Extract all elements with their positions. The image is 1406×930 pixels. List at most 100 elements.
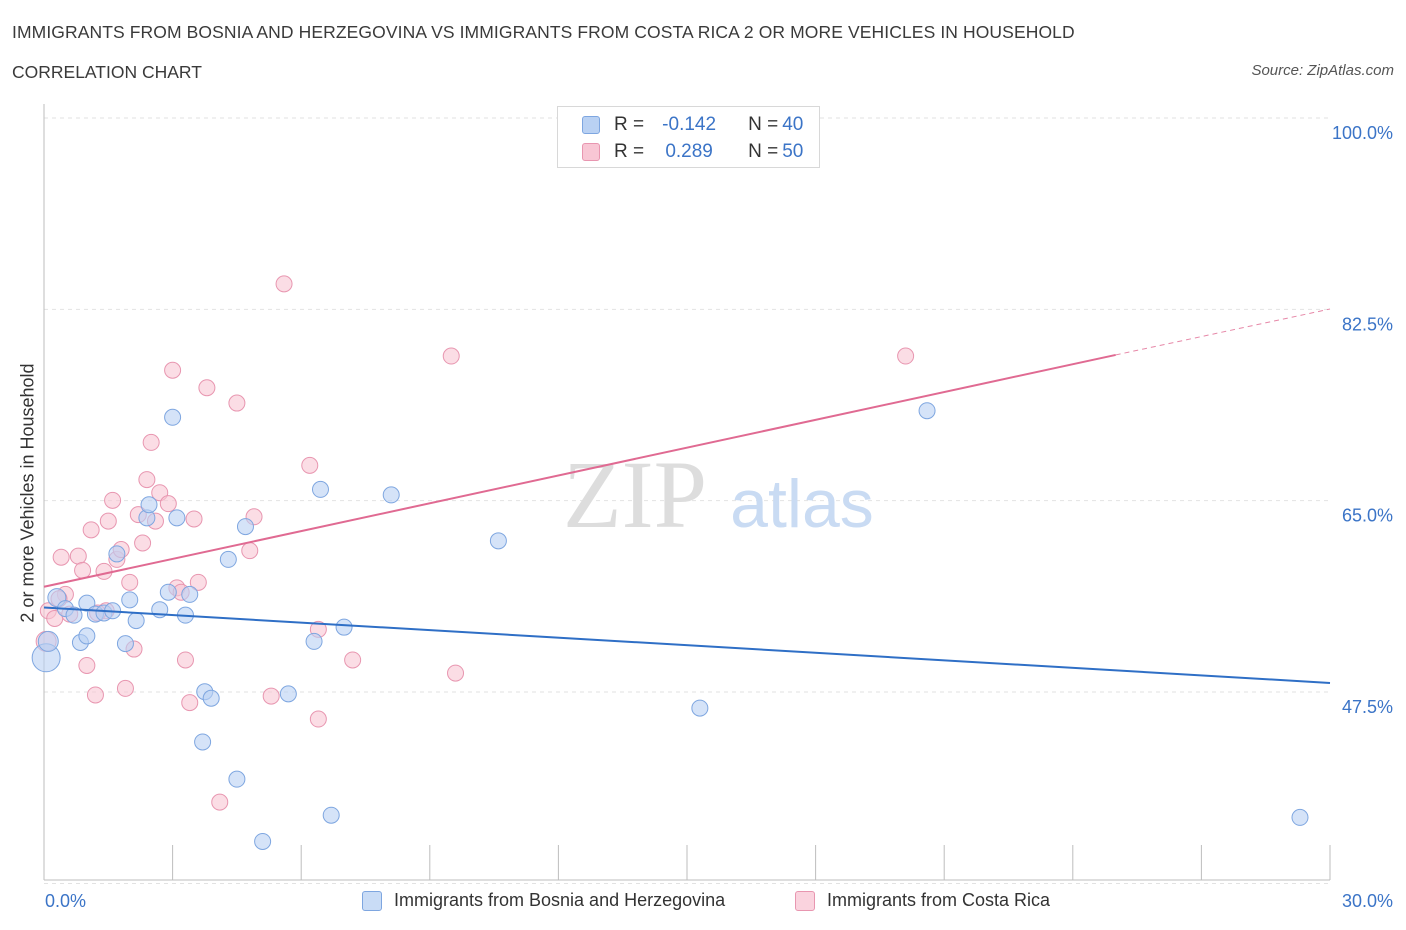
data-point-costa-rica [275,275,293,293]
legend-swatch-costa-rica [582,143,600,161]
data-point-costa-rica [86,686,104,704]
data-point-costa-rica [78,656,96,674]
data-point-costa-rica [176,651,194,669]
series-legend: Immigrants from Bosnia and Herzegovina I… [0,890,1406,914]
data-point-costa-rica [211,793,229,811]
data-point-costa-rica [189,573,207,591]
data-point-costa-rica [134,534,152,552]
data-point-costa-rica [897,347,915,365]
legend-swatch-bosnia [582,116,600,134]
data-point-bosnia [254,832,272,850]
data-point-bosnia [116,635,134,653]
data-point-costa-rica [82,521,100,539]
axes [43,104,1331,881]
data-point-bosnia [489,532,507,550]
data-point-bosnia [322,806,340,824]
legend-label-costa-rica: Immigrants from Costa Rica [827,890,1051,910]
watermark-zip: ZIP [563,441,707,548]
correlation-legend: R = -0.142 N = 40 R = 0.289 N = 50 [557,106,820,168]
data-point-costa-rica [104,491,122,509]
tick-labels: 100.0% 82.5% 65.0% 47.5% 0.0% 30.0% [45,123,1393,911]
data-point-bosnia [335,618,353,636]
chart-subtitle: CORRELATION CHART [12,62,202,82]
legend-n-label: N = [748,114,779,135]
y-tick-label: 47.5% [1342,697,1393,717]
data-point-bosnia [691,699,709,717]
data-point-costa-rica [185,510,203,528]
data-point-bosnia [236,518,254,536]
data-point-bosnia [121,591,139,609]
data-point-bosnia [311,480,329,498]
legend-swatch-costa-rica [795,890,815,911]
data-point-bosnia [305,632,323,650]
legend-r-label: R = [614,114,645,135]
data-point-bosnia [1291,808,1309,826]
data-point-costa-rica [447,664,465,682]
x-tick-label: 0.0% [45,891,86,911]
data-point-bosnia [78,627,96,645]
trend-line-bosnia [43,606,1331,684]
data-point-costa-rica [164,361,182,379]
y-tick-label: 100.0% [1332,123,1393,143]
data-point-costa-rica [309,710,327,728]
data-point-costa-rica [142,433,160,451]
data-point-costa-rica [181,694,199,712]
watermark: ZIP atlas [563,441,874,548]
data-point-bosnia [181,585,199,603]
data-point-costa-rica [344,651,362,669]
legend-item-costa-rica[interactable]: Immigrants from Costa Rica [795,890,1050,911]
data-point-bosnia [65,606,83,624]
data-point-bosnia [108,545,126,563]
data-point-bosnia [140,496,158,514]
x-tick-label: 30.0% [1342,891,1393,911]
legend-item-bosnia[interactable]: Immigrants from Bosnia and Herzegovina [362,890,725,911]
data-point-costa-rica [116,679,134,697]
data-point-costa-rica [138,471,156,489]
data-point-costa-rica [99,512,117,530]
series-costa-rica-points [35,275,915,811]
y-tick-label: 65.0% [1342,506,1393,526]
watermark-atlas: atlas [730,466,874,542]
source-note: Source: ZipAtlas.com [1251,62,1394,79]
legend-r-value: -0.142 [662,114,717,135]
data-point-bosnia [202,689,220,707]
data-point-costa-rica [301,456,319,474]
legend-r-value: 0.289 [665,141,713,162]
data-point-costa-rica [69,547,87,565]
legend-label-bosnia: Immigrants from Bosnia and Herzegovina [394,890,726,910]
data-point-costa-rica [159,495,177,513]
trend-line-costa-rica-extension [1115,308,1331,356]
legend-n-value: 40 [782,114,804,135]
data-point-costa-rica [74,561,92,579]
data-point-costa-rica [228,394,246,412]
y-axis-title: 2 or more Vehicles in Household [17,363,38,623]
data-point-bosnia [159,583,177,601]
data-point-costa-rica [95,562,113,580]
data-point-bosnia [164,408,182,426]
legend-swatch-bosnia [362,890,382,911]
data-point-bosnia [918,402,936,420]
data-point-costa-rica [442,347,460,365]
data-point-bosnia [37,630,59,652]
data-point-costa-rica [198,379,216,397]
data-point-bosnia [168,509,186,527]
legend-n-value: 50 [782,141,804,162]
data-point-costa-rica [52,548,70,566]
legend-row-costa-rica: R = 0.289 N = 50 [582,141,803,163]
data-point-costa-rica [262,687,280,705]
data-point-bosnia [382,486,400,504]
trend-lines [43,308,1331,684]
data-point-costa-rica [241,542,259,560]
data-point-bosnia [219,550,237,568]
legend-n-label: N = [748,141,779,162]
chart-title: IMMIGRANTS FROM BOSNIA AND HERZEGOVINA V… [12,22,1075,42]
data-point-bosnia [194,733,212,751]
data-point-bosnia [228,770,246,788]
legend-r-label: R = [614,141,645,162]
data-point-bosnia [279,685,297,703]
trend-line-costa-rica [43,353,1116,588]
legend-row-bosnia: R = -0.142 N = 40 [582,114,803,136]
data-point-bosnia [127,612,145,630]
data-point-costa-rica [121,573,139,591]
y-tick-label: 82.5% [1342,314,1393,334]
